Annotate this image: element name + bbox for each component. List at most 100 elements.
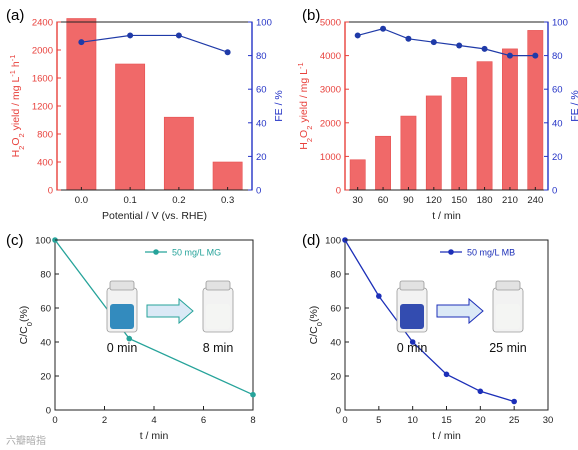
x-tick-label: 30: [543, 415, 554, 426]
left-axis-title: H2O2 yield / mg L-1 h-1: [8, 55, 26, 158]
before-vial-liquid: [110, 304, 134, 329]
left-tick-label: 2400: [32, 18, 53, 29]
yield-bar: [115, 63, 146, 191]
x-tick-label: 30: [352, 195, 363, 206]
y-tick-label: 40: [330, 338, 341, 349]
x-tick-label: 0.2: [172, 195, 185, 206]
y-axis-title-part: C/C: [308, 326, 320, 345]
x-tick-label: 240: [527, 195, 543, 206]
left-tick-label: 1600: [32, 74, 53, 85]
fe-point: [430, 39, 437, 46]
left-tick-label: 2000: [320, 118, 341, 129]
fe-point: [405, 35, 412, 42]
left-axis-title-part: yield / mg L: [298, 69, 310, 126]
legend-label: 50 mg/L MB: [467, 248, 515, 258]
yield-bar: [400, 115, 417, 191]
legend-label: 50 mg/L MG: [172, 248, 221, 258]
fe-line: [81, 34, 228, 53]
left-axis-title-part: H: [10, 150, 22, 158]
x-tick-label: 4: [151, 415, 156, 426]
x-axis-title: t / min: [432, 210, 461, 222]
panel-b-label: (b): [302, 7, 320, 24]
left-axis-title-part: 2: [17, 133, 26, 137]
right-tick-label: 0: [256, 186, 261, 197]
y-axis-title-part: C/C: [18, 326, 30, 345]
right-tick-label: 60: [552, 85, 563, 96]
x-tick-label: 25: [509, 415, 520, 426]
left-tick-label: 0: [336, 186, 341, 197]
x-tick-label: 90: [403, 195, 414, 206]
fe-point: [224, 49, 231, 56]
right-tick-label: 20: [552, 152, 563, 163]
left-axis-title-part: h: [10, 61, 22, 70]
x-tick-label: 10: [407, 415, 418, 426]
right-tick-label: 40: [256, 118, 267, 129]
data-point: [477, 388, 484, 395]
y-tick-label: 100: [325, 236, 341, 247]
left-tick-label: 0: [48, 186, 53, 197]
x-tick-label: 0.3: [221, 195, 234, 206]
fe-point: [127, 32, 134, 39]
right-tick-label: 80: [552, 51, 563, 62]
fe-point: [506, 52, 513, 59]
yield-bar: [163, 116, 194, 191]
x-axis-title: t / min: [140, 430, 169, 442]
x-tick-label: 6: [201, 415, 206, 426]
left-axis-title-part: -1: [8, 55, 17, 62]
data-point: [409, 339, 416, 345]
y-axis-title-part: 0: [315, 322, 324, 326]
data-point: [126, 335, 133, 342]
left-tick-label: 800: [37, 130, 53, 141]
fe-point: [78, 39, 85, 46]
left-tick-label: 3000: [320, 85, 341, 96]
right-tick-label: 100: [552, 18, 568, 29]
yield-bar: [502, 48, 518, 191]
y-tick-label: 40: [40, 338, 51, 349]
before-vial-cap: [399, 280, 425, 291]
right-tick-label: 100: [256, 18, 272, 29]
x-tick-label: 0.1: [124, 195, 137, 206]
before-vial-cap: [109, 280, 135, 291]
after-vial-liquid: [206, 304, 230, 329]
panel-b-chart: 0 1000 2000 3000 4000 5000 0 20 40 60 80 100 30 60 90 1…: [296, 18, 578, 223]
x-axis-title: t / min: [432, 430, 461, 442]
left-axis-title-part: O: [10, 137, 22, 145]
left-tick-label: 1000: [320, 152, 341, 163]
left-axis-title-part: yield / mg L: [10, 77, 22, 134]
yield-bar: [375, 135, 391, 191]
x-tick-label: 2: [102, 415, 107, 426]
x-tick-label: 15: [441, 415, 452, 426]
x-tick-label: 120: [426, 195, 442, 206]
right-tick-label: 60: [256, 85, 267, 96]
legend-marker: [153, 249, 159, 255]
x-axis-title: Potential / V (vs. RHE): [102, 210, 207, 222]
y-axis-title-part: (%): [18, 306, 30, 322]
after-vial-cap: [205, 280, 231, 291]
series-line: [344, 239, 515, 403]
x-tick-label: 180: [477, 195, 493, 206]
x-tick-label: 0.0: [75, 195, 88, 206]
y-axis-title: C/C0(%): [308, 306, 324, 345]
panel-a-chart: 0 400 800 1200 1600 2000 2400 0 20 40 60 80 100 0.0 0.…: [8, 18, 286, 223]
yield-bar: [451, 77, 468, 191]
right-tick-label: 0: [552, 186, 557, 197]
left-axis-title-part: -1: [8, 70, 17, 77]
reaction-arrow-icon: [436, 297, 484, 325]
x-tick-label: 0: [342, 415, 347, 426]
fe-line: [357, 28, 536, 57]
data-point: [443, 371, 450, 378]
y-tick-label: 0: [46, 406, 51, 417]
left-axis-title-part: 2: [305, 138, 314, 142]
after-vial-cap: [495, 280, 521, 291]
fe-point: [354, 32, 361, 39]
left-axis-title-part: O: [298, 130, 310, 138]
fe-point: [380, 25, 387, 32]
fe-point: [532, 52, 539, 59]
left-tick-label: 4000: [320, 51, 341, 62]
x-tick-label: 20: [475, 415, 486, 426]
y-tick-label: 0: [336, 406, 341, 417]
y-tick-label: 100: [35, 236, 51, 247]
